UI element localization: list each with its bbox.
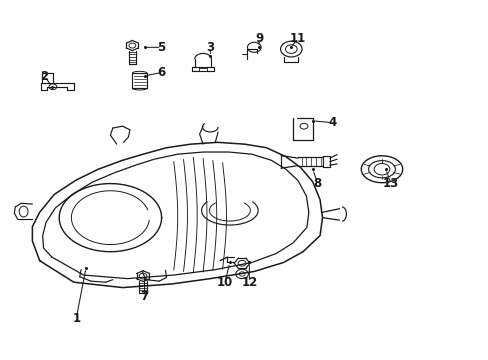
Text: 8: 8 (313, 177, 321, 190)
Text: 5: 5 (157, 41, 165, 54)
Text: 13: 13 (382, 177, 398, 190)
Text: 6: 6 (157, 66, 165, 79)
Text: 1: 1 (72, 311, 80, 325)
Text: 4: 4 (327, 116, 336, 129)
Text: 9: 9 (254, 32, 263, 45)
Text: 12: 12 (241, 276, 257, 289)
Text: 3: 3 (206, 41, 214, 54)
Text: 10: 10 (216, 276, 233, 289)
Text: 2: 2 (41, 69, 48, 82)
Text: 11: 11 (289, 32, 305, 45)
Text: 7: 7 (140, 290, 148, 303)
